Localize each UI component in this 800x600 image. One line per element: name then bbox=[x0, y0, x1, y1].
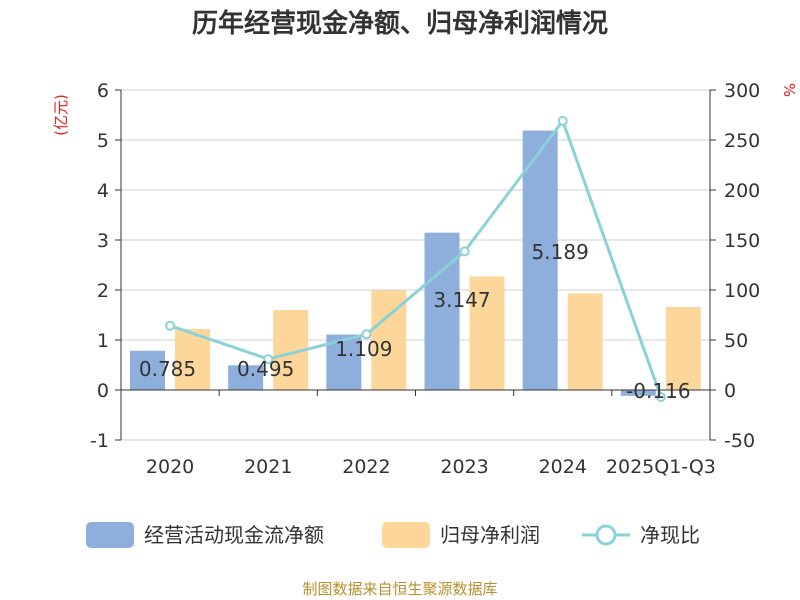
left-tick-label: -1 bbox=[90, 430, 109, 452]
right-tick-label: 300 bbox=[724, 80, 760, 102]
right-tick-label: 0 bbox=[724, 380, 736, 402]
x-tick-label: 2023 bbox=[440, 456, 488, 478]
right-tick-label: 50 bbox=[724, 330, 748, 352]
right-tick-label: 250 bbox=[724, 130, 760, 152]
legend-swatch-ratio-marker bbox=[595, 524, 617, 546]
x-tick-label: 2021 bbox=[244, 456, 292, 478]
gridlines bbox=[121, 89, 710, 441]
chart-title: 历年经营现金净额、归母净利润情况 bbox=[192, 8, 608, 39]
bar-cashflow bbox=[522, 130, 558, 391]
x-tick-label: 2020 bbox=[146, 456, 194, 478]
cashflow-data-label: 0.785 bbox=[139, 357, 196, 381]
left-tick-label: 5 bbox=[97, 130, 109, 152]
axes: -1 0 1 2 3 4 5 6 -50 0 50 100 150 200 250 300 2020 2021 20… bbox=[90, 80, 760, 478]
right-tick-label: -50 bbox=[724, 430, 755, 452]
cashflow-data-label: 3.147 bbox=[433, 288, 490, 312]
cashflow-data-label: 5.189 bbox=[532, 240, 589, 264]
bar-cashflow bbox=[620, 390, 656, 396]
x-tick-label: 2024 bbox=[539, 456, 587, 478]
right-tick-label: 150 bbox=[724, 230, 760, 252]
left-axis-unit: (亿元) bbox=[52, 94, 70, 136]
x-tick-label: 2025Q1-Q3 bbox=[606, 456, 716, 478]
data-source-note: 制图数据来自恒生聚源数据库 bbox=[302, 580, 497, 598]
right-tick-label: 100 bbox=[724, 280, 760, 302]
cashflow-data-label: 0.495 bbox=[237, 357, 294, 381]
ratio-polyline bbox=[169, 117, 663, 398]
ratio-line bbox=[165, 115, 666, 402]
x-tick-label: 2022 bbox=[342, 456, 390, 478]
ratio-point bbox=[459, 246, 470, 257]
bar-cashflow bbox=[228, 365, 264, 390]
ratio-point bbox=[165, 320, 176, 331]
bar-cashflow bbox=[130, 350, 165, 390]
bar-net-profit bbox=[175, 329, 210, 390]
bar-net-profit bbox=[469, 276, 505, 390]
right-tick-label: 200 bbox=[724, 180, 760, 202]
ratio-point bbox=[557, 115, 568, 126]
legend-swatch-profit bbox=[382, 522, 430, 548]
left-tick-label: 1 bbox=[97, 330, 109, 352]
left-tick-label: 4 bbox=[97, 180, 109, 202]
left-tick-label: 3 bbox=[97, 230, 109, 252]
cashflow-data-label: 1.109 bbox=[335, 337, 392, 361]
right-axis-unit: % bbox=[780, 83, 798, 97]
ratio-point bbox=[361, 329, 372, 340]
ratio-point bbox=[655, 392, 666, 402]
left-tick-label: 2 bbox=[97, 280, 109, 302]
ratio-point bbox=[263, 354, 274, 365]
bar-net-profit bbox=[567, 293, 603, 390]
legend-label-ratio: 净现比 bbox=[640, 523, 700, 547]
legend: 经营活动现金流净额 归母净利润 净现比 bbox=[86, 522, 700, 548]
left-tick-label: 6 bbox=[97, 80, 109, 102]
cashflow-data-label: -0.116 bbox=[626, 379, 690, 403]
legend-label-cashflow: 经营活动现金流净额 bbox=[144, 523, 324, 547]
data-labels: 0.785 0.495 1.109 3.147 5.189 -0.116 bbox=[139, 240, 691, 403]
legend-label-profit: 归母净利润 bbox=[440, 523, 540, 547]
bars bbox=[130, 130, 701, 396]
legend-swatch-cashflow bbox=[86, 522, 134, 548]
left-tick-label: 0 bbox=[97, 380, 109, 402]
bar-net-profit bbox=[665, 307, 701, 390]
